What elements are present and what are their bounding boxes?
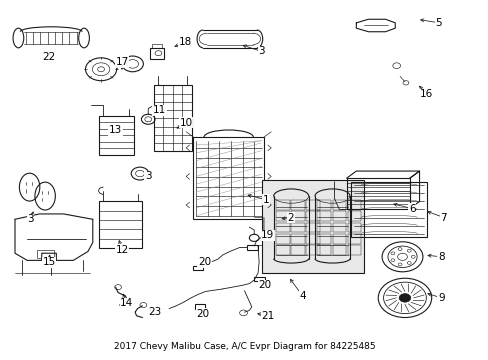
Bar xyxy=(99,116,133,155)
Bar xyxy=(305,234,319,244)
Text: 13: 13 xyxy=(109,125,122,135)
Bar xyxy=(317,234,330,244)
Text: 21: 21 xyxy=(261,311,274,321)
Text: 3: 3 xyxy=(258,46,264,57)
Circle shape xyxy=(398,294,410,302)
Bar xyxy=(317,200,330,210)
Bar xyxy=(152,44,162,48)
Bar xyxy=(347,200,361,210)
Bar xyxy=(332,211,346,221)
Bar xyxy=(150,48,163,59)
Text: 18: 18 xyxy=(178,37,191,48)
Bar xyxy=(280,202,288,212)
Bar xyxy=(290,200,304,210)
Text: 22: 22 xyxy=(42,52,56,62)
Bar xyxy=(290,223,304,232)
Text: 20: 20 xyxy=(196,309,209,319)
Text: 20: 20 xyxy=(198,257,211,267)
Bar xyxy=(317,223,330,232)
Text: 2: 2 xyxy=(287,212,293,222)
Text: 8: 8 xyxy=(437,252,444,262)
Bar xyxy=(290,211,304,221)
Text: 3: 3 xyxy=(144,171,151,181)
Bar xyxy=(290,246,304,255)
Bar xyxy=(99,202,142,248)
Bar xyxy=(267,200,290,214)
Bar xyxy=(305,246,319,255)
Bar xyxy=(37,250,54,257)
Bar xyxy=(276,200,289,210)
Bar xyxy=(305,200,319,210)
Bar xyxy=(276,234,289,244)
Bar xyxy=(332,200,346,210)
Text: 11: 11 xyxy=(152,105,166,115)
Bar xyxy=(346,178,409,208)
Bar xyxy=(254,277,264,281)
Bar xyxy=(195,304,204,309)
Bar xyxy=(347,234,361,244)
Bar xyxy=(193,266,203,270)
Bar xyxy=(276,246,289,255)
Bar xyxy=(351,182,426,237)
Bar xyxy=(332,246,346,255)
Text: 14: 14 xyxy=(120,298,133,308)
Text: 9: 9 xyxy=(437,293,444,303)
Text: 19: 19 xyxy=(261,230,274,240)
Bar xyxy=(332,234,346,244)
Bar xyxy=(305,223,319,232)
Text: 17: 17 xyxy=(115,57,128,67)
Bar xyxy=(347,223,361,232)
Text: 23: 23 xyxy=(148,307,161,317)
Bar xyxy=(276,211,289,221)
Text: 12: 12 xyxy=(115,245,128,255)
Bar xyxy=(276,223,289,232)
Text: 6: 6 xyxy=(408,203,415,213)
Text: 20: 20 xyxy=(258,280,271,291)
Bar xyxy=(269,202,278,212)
Bar xyxy=(153,85,191,152)
Text: 5: 5 xyxy=(435,18,442,28)
Bar xyxy=(193,137,264,219)
Text: 1: 1 xyxy=(263,195,269,204)
Bar xyxy=(305,211,319,221)
Bar xyxy=(317,246,330,255)
Bar xyxy=(347,246,361,255)
Text: 16: 16 xyxy=(419,89,432,99)
Text: 2017 Chevy Malibu Case, A/C Evpr Diagram for 84225485: 2017 Chevy Malibu Case, A/C Evpr Diagram… xyxy=(113,342,375,351)
Text: 3: 3 xyxy=(27,214,34,224)
Text: 10: 10 xyxy=(179,118,192,128)
Bar xyxy=(290,234,304,244)
Text: 7: 7 xyxy=(440,212,446,222)
Bar xyxy=(332,223,346,232)
Bar xyxy=(347,211,361,221)
Text: 15: 15 xyxy=(42,257,56,267)
Bar xyxy=(246,246,257,249)
Bar xyxy=(317,211,330,221)
Text: 4: 4 xyxy=(299,291,305,301)
Bar xyxy=(261,180,363,273)
